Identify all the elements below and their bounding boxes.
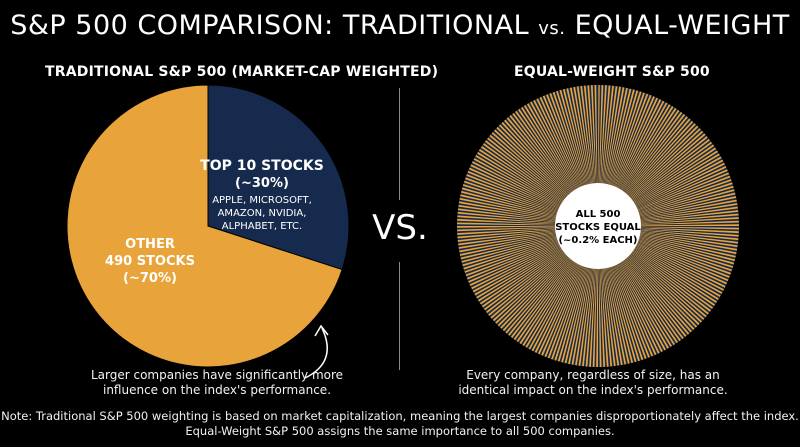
annotation-arrow [304, 327, 328, 379]
footnote: Note: Traditional S&P 500 weighting is b… [0, 409, 800, 439]
top10-detail-2: AMAZON, NVIDIA, [218, 208, 307, 219]
other-label: OTHER [125, 237, 175, 252]
slice-other-490 [66, 84, 343, 368]
equal-weight-caption: Every company, regardless of size, has a… [458, 368, 728, 398]
vs-label: VS. [372, 208, 428, 248]
title-vs: vs. [538, 18, 566, 39]
equal-weight-chart-title: EQUAL-WEIGHT S&P 500 [514, 64, 710, 80]
divider-bottom [399, 262, 400, 370]
traditional-chart-title: TRADITIONAL S&P 500 (MARKET-CAP WEIGHTED… [45, 64, 439, 80]
other-count: 490 STOCKS [105, 254, 195, 269]
equal-weight-center [555, 183, 641, 269]
traditional-caption-line-1: Larger companies have significantly more [90, 368, 344, 382]
top10-label: TOP 10 STOCKS [200, 158, 324, 174]
title-end: EQUAL-WEIGHT [565, 10, 790, 41]
center-label-1: ALL 500 [576, 209, 621, 220]
arrow-head [314, 324, 329, 337]
title-main: S&P 500 COMPARISON: TRADITIONAL [10, 10, 539, 41]
center-label-2: STOCKS EQUAL [555, 222, 641, 233]
slice-top-10 [207, 84, 350, 271]
center-label-3: (~0.2% EACH) [558, 235, 637, 246]
footnote-line-1: Note: Traditional S&P 500 weighting is b… [1, 409, 799, 423]
traditional-caption: Larger companies have significantly more… [82, 368, 352, 398]
top10-percent: (~30%) [235, 176, 289, 191]
equal-weight-caption-line-2: identical impact on the index's performa… [458, 383, 728, 397]
traditional-pie [66, 84, 350, 368]
traditional-caption-line-2: influence on the index's performance. [102, 383, 332, 397]
other-percent: (~70%) [123, 271, 177, 286]
divider-top [399, 88, 400, 200]
top10-detail-3: ALPHABET, ETC. [222, 221, 302, 232]
page-title: S&P 500 COMPARISON: TRADITIONAL vs. EQUA… [0, 10, 800, 41]
top10-detail-1: APPLE, MICROSOFT, [212, 195, 312, 206]
equal-weight-caption-line-1: Every company, regardless of size, has a… [466, 368, 720, 382]
footnote-line-2: Equal-Weight S&P 500 assigns the same im… [185, 424, 615, 438]
